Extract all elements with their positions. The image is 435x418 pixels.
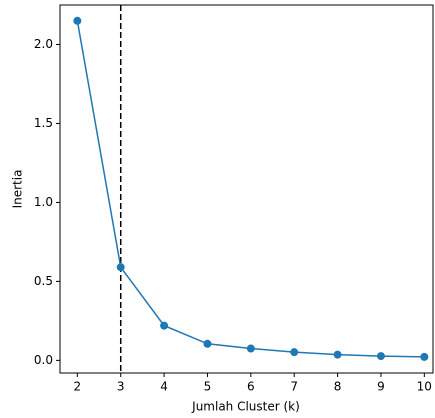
point — [160, 321, 169, 330]
point — [246, 344, 255, 353]
x-tick-label: 10 — [417, 380, 432, 394]
y-tick-label: 1.0 — [34, 195, 53, 209]
x-tick-label: 5 — [204, 380, 212, 394]
point — [73, 16, 82, 25]
point — [333, 350, 342, 359]
x-tick-label: 9 — [377, 380, 385, 394]
x-tick-label: 3 — [117, 380, 125, 394]
point — [116, 263, 125, 272]
x-tick-label: 8 — [334, 380, 342, 394]
x-tick-label: 7 — [290, 380, 298, 394]
point — [420, 352, 429, 361]
point — [290, 348, 299, 357]
x-tick-label: 4 — [160, 380, 168, 394]
y-axis-label: Inertia — [11, 170, 25, 209]
plot-frame — [59, 4, 434, 374]
x-tick-label: 2 — [74, 380, 82, 394]
point — [376, 352, 385, 361]
line — [76, 20, 425, 358]
y-tick-label: 0.0 — [34, 353, 53, 367]
y-tick-label: 2.0 — [34, 37, 53, 51]
x-tick-label: 6 — [247, 380, 255, 394]
point — [203, 339, 212, 348]
y-tick-label: 1.5 — [34, 116, 53, 130]
x-axis-label: Jumlah Cluster (k) — [191, 400, 300, 414]
y-tick-label: 0.5 — [34, 274, 53, 288]
